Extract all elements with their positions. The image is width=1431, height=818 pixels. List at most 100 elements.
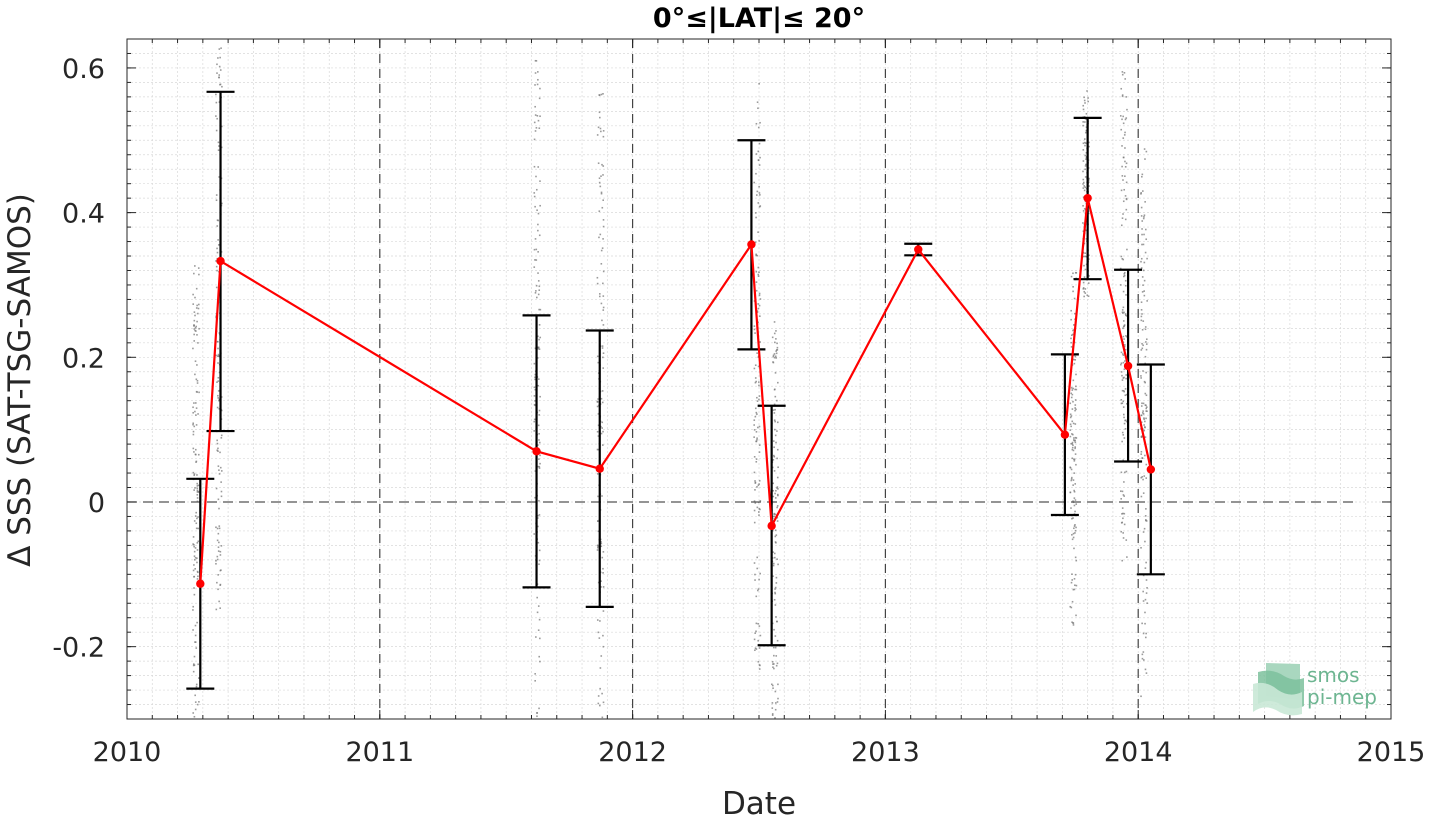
scatter-point: [1072, 286, 1074, 288]
scatter-point: [773, 454, 775, 457]
scatter-point: [773, 654, 775, 657]
scatter-point: [193, 587, 195, 589]
scatter-point: [1070, 442, 1072, 445]
scatter-point: [602, 238, 604, 240]
scatter-point: [599, 667, 602, 669]
scatter-point: [193, 575, 196, 578]
scatter-point: [776, 430, 778, 432]
scatter-point: [196, 578, 199, 580]
scatter-point: [1088, 185, 1090, 187]
scatter-point: [537, 605, 540, 607]
scatter-point: [216, 527, 219, 530]
scatter-point: [198, 677, 200, 679]
scatter-point: [776, 701, 779, 703]
scatter-point: [1144, 426, 1146, 428]
scatter-point: [1082, 149, 1085, 151]
scatter-point: [539, 660, 541, 663]
scatter-point: [197, 307, 200, 310]
scatter-point: [754, 480, 756, 482]
scatter-point: [1084, 165, 1087, 167]
scatter-point: [197, 663, 199, 666]
scatter-point: [192, 303, 195, 305]
scatter-point: [539, 308, 542, 311]
scatter-point: [193, 520, 196, 522]
scatter-point: [1121, 175, 1124, 177]
scatter-point: [1144, 404, 1147, 406]
scatter-point: [215, 129, 218, 132]
scatter-point: [755, 172, 757, 175]
scatter-point: [758, 292, 761, 295]
data-point-marker: [1083, 193, 1092, 203]
scatter-point: [759, 194, 761, 196]
scatter-point: [537, 166, 540, 168]
scatter-point: [772, 489, 775, 492]
x-tick-label: 2010: [93, 737, 162, 768]
scatter-point: [535, 127, 538, 129]
scatter-point: [216, 72, 218, 74]
scatter-point: [775, 338, 777, 340]
scatter-point: [1082, 178, 1085, 181]
scatter-point: [602, 309, 605, 311]
scatter-point: [771, 707, 774, 709]
scatter-point: [753, 562, 756, 564]
scatter-point: [1084, 268, 1087, 271]
scatter-point: [1069, 429, 1072, 431]
scatter-point: [1121, 73, 1124, 76]
scatter-point: [1071, 389, 1074, 391]
scatter-point: [1074, 446, 1077, 448]
scatter-point: [1070, 479, 1073, 482]
scatter-point: [533, 418, 536, 421]
scatter-point: [217, 141, 220, 144]
scatter-point: [596, 276, 599, 279]
scatter-point: [538, 348, 541, 350]
scatter-point: [754, 502, 757, 504]
scatter-point: [538, 465, 541, 468]
scatter-point: [1141, 175, 1143, 178]
scatter-point: [1144, 392, 1147, 395]
scatter-point: [220, 396, 223, 398]
scatter-point: [533, 192, 536, 194]
scatter-point: [771, 714, 774, 716]
scatter-point: [215, 101, 218, 104]
scatter-point: [775, 616, 777, 618]
logo-text-top: smos: [1307, 663, 1360, 687]
scatter-point: [1140, 695, 1142, 698]
scatter-point: [198, 701, 200, 703]
scatter-point: [599, 233, 602, 236]
scatter-point: [602, 634, 604, 637]
scatter-point: [1084, 154, 1087, 157]
scatter-point: [194, 624, 197, 627]
y-tick-labels: -0.2 0 0.2 0.4 0.6: [52, 54, 105, 664]
scatter-point: [1145, 519, 1147, 522]
scatter-point: [215, 354, 217, 357]
y-tick-label: 0.6: [62, 54, 105, 85]
scatter-point: [192, 629, 194, 631]
scatter-point: [1087, 258, 1090, 260]
x-tick-label: 2013: [851, 737, 920, 768]
scatter-point: [534, 105, 536, 108]
scatter-point: [756, 194, 758, 196]
scatter-point: [1142, 320, 1145, 322]
scatter-point: [1124, 394, 1127, 397]
scatter-point: [193, 328, 196, 330]
scatter-point: [194, 410, 196, 413]
scatter-point: [533, 533, 536, 535]
scatter-point: [758, 82, 760, 85]
scatter-point: [196, 542, 199, 544]
scatter-point: [536, 712, 539, 714]
scatter-point: [1141, 475, 1144, 478]
scatter-point: [218, 76, 220, 79]
scatter-point: [533, 165, 536, 168]
scatter-point: [1082, 222, 1084, 224]
scatter-point: [597, 495, 599, 498]
scatter-point: [193, 272, 195, 275]
scatter-point: [1072, 444, 1074, 446]
scatter-point: [1123, 416, 1125, 419]
scatter-point: [1074, 499, 1077, 501]
scatter-point: [777, 494, 779, 497]
scatter-point: [534, 679, 536, 682]
scatter-point: [215, 487, 218, 490]
scatter-point: [1074, 441, 1077, 444]
scatter-point: [1082, 205, 1084, 207]
scatter-point: [1144, 611, 1146, 614]
